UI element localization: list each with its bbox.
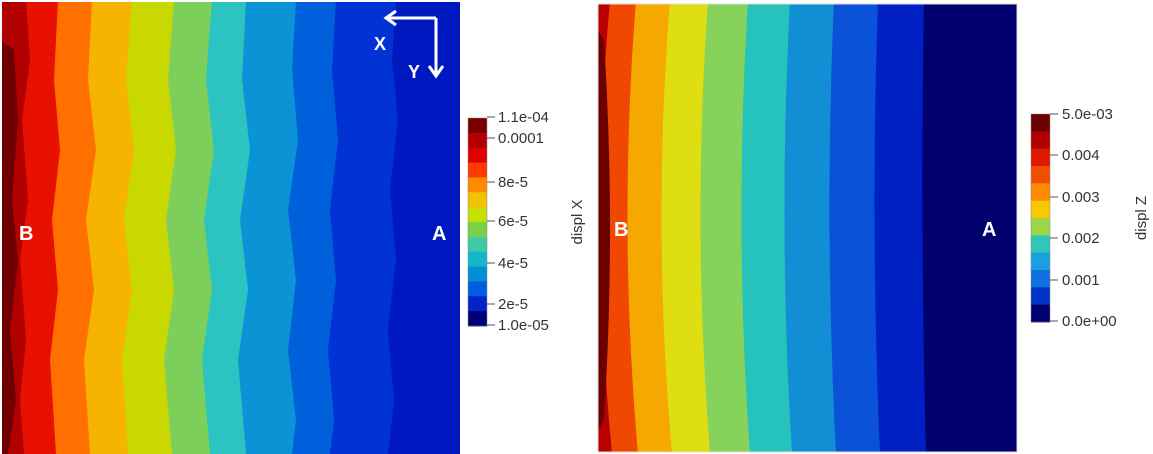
tick-label: 0.0e+00 — [1062, 313, 1117, 330]
left-colorbar — [467, 117, 488, 327]
tick-label: 1.1e-04 — [498, 109, 549, 126]
colorbar-swatch — [1031, 218, 1050, 236]
tick-label: 0.004 — [1062, 147, 1100, 164]
point-label-b: B — [19, 223, 33, 245]
tick-label: 6e-5 — [498, 213, 528, 230]
tick-label: 0.002 — [1062, 230, 1100, 247]
tick-label: 4e-5 — [498, 255, 528, 272]
colorbar-swatch — [1031, 252, 1050, 271]
colorbar-swatch — [1031, 304, 1050, 323]
colorbar-swatch — [468, 236, 487, 253]
point-label-a-right: A — [982, 219, 996, 241]
colorbar-swatch — [468, 311, 487, 327]
x-axis-label: X — [374, 34, 386, 54]
colorbar-swatch — [1031, 200, 1050, 219]
colorbar-swatch — [1031, 131, 1050, 150]
colorbar-swatch — [468, 266, 487, 282]
tick-label: 1.0e-05 — [498, 317, 549, 334]
colorbar-swatch — [468, 147, 487, 164]
colorbar-swatch — [1031, 166, 1050, 184]
tick-label: 0.0001 — [498, 130, 544, 147]
right-contour-bands — [598, 4, 1017, 452]
tick-label: 5.0e-03 — [1062, 106, 1113, 123]
y-axis-label: Y — [408, 62, 420, 82]
right-colorbar — [1030, 113, 1051, 323]
colorbar-swatch — [468, 222, 487, 238]
tick-label: 8e-5 — [498, 174, 528, 191]
colorbar-swatch — [468, 296, 487, 312]
tick-label: 0.003 — [1062, 189, 1100, 206]
point-label-a: A — [432, 223, 446, 245]
tick-label: 0.001 — [1062, 272, 1100, 289]
colorbar-swatch — [468, 251, 487, 268]
colorbar-swatch — [468, 207, 487, 223]
colorbar-swatch — [468, 192, 487, 208]
tick-label: 2e-5 — [498, 296, 528, 313]
colorbar-swatch — [1031, 287, 1050, 306]
band — [598, 4, 638, 452]
colorbar-swatch — [1031, 183, 1050, 202]
left-colorbar-title: displ X — [569, 199, 586, 244]
colorbar-swatch — [468, 281, 487, 297]
band — [598, 30, 610, 430]
band — [2, 41, 18, 454]
colorbar-swatch — [468, 118, 487, 134]
point-label-b-right: B — [614, 219, 628, 241]
left-colorbar-ticks: 1.1e-04 0.0001 8e-5 6e-5 4e-5 2e-5 1.0e-… — [487, 109, 549, 334]
left-contour-plot: X Y B A 1.1e-04 0.0001 8e-5 6e-5 4e-5 2e… — [2, 2, 586, 454]
colorbar-swatch — [468, 162, 487, 178]
colorbar-swatch — [1031, 114, 1050, 132]
colorbar-swatch — [468, 132, 487, 149]
right-colorbar-title: displ Z — [1133, 196, 1150, 240]
colorbar-swatch — [468, 177, 487, 193]
left-contour-bands — [2, 2, 460, 454]
colorbar-swatch — [1031, 148, 1050, 167]
right-colorbar-ticks: 5.0e-03 0.004 0.003 0.002 0.001 0.0e+00 — [1050, 106, 1117, 330]
colorbar-swatch — [1031, 270, 1050, 288]
colorbar-swatch — [1031, 235, 1050, 254]
axis-triad — [383, 9, 445, 79]
